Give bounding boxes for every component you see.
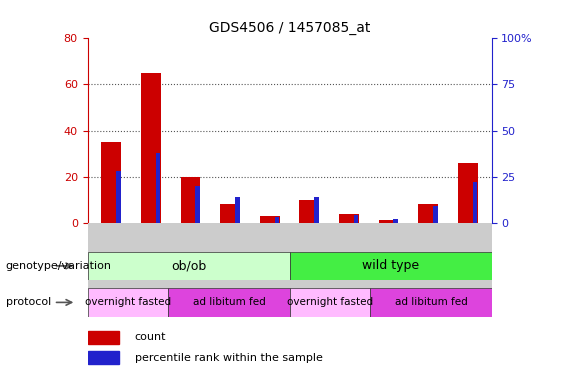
Bar [128,223,168,290]
Text: count: count [135,333,166,343]
Bar [371,288,492,317]
Text: ad libitum fed: ad libitum fed [193,297,266,308]
Bar [330,223,371,290]
Bar [371,223,411,290]
Bar [195,186,200,223]
Bar [209,223,249,290]
Bar [290,252,492,280]
Bar [168,223,209,290]
Text: protocol: protocol [6,297,51,308]
Bar [181,177,201,223]
Bar [102,142,121,223]
Text: overnight fasted: overnight fasted [85,297,171,308]
Text: ad libitum fed: ad libitum fed [394,297,467,308]
Text: percentile rank within the sample: percentile rank within the sample [135,353,323,362]
Bar [275,217,279,223]
Bar [88,252,290,280]
Text: genotype/variation: genotype/variation [6,261,112,271]
Bar [411,223,451,290]
Bar [433,206,438,223]
Bar [88,223,128,290]
Bar [290,288,371,317]
Bar [418,204,438,223]
Bar [354,215,358,223]
Bar [314,197,319,223]
Text: ob/ob: ob/ob [171,260,206,272]
Bar [220,204,240,223]
Bar [299,200,319,223]
Bar [260,216,280,223]
Bar [472,182,477,223]
Bar [156,153,160,223]
Bar [141,73,161,223]
Bar [393,219,398,223]
Bar [116,171,121,223]
Title: GDS4506 / 1457085_at: GDS4506 / 1457085_at [209,21,370,35]
Bar [168,288,289,317]
Bar [451,223,492,290]
Bar [339,214,359,223]
Text: overnight fasted: overnight fasted [287,297,373,308]
Text: wild type: wild type [362,260,419,272]
Bar [235,197,240,223]
Bar [290,223,330,290]
Bar [249,223,289,290]
Bar [88,331,119,344]
Bar [379,220,398,223]
Bar [88,288,168,317]
Bar [88,351,119,364]
Bar [458,163,477,223]
